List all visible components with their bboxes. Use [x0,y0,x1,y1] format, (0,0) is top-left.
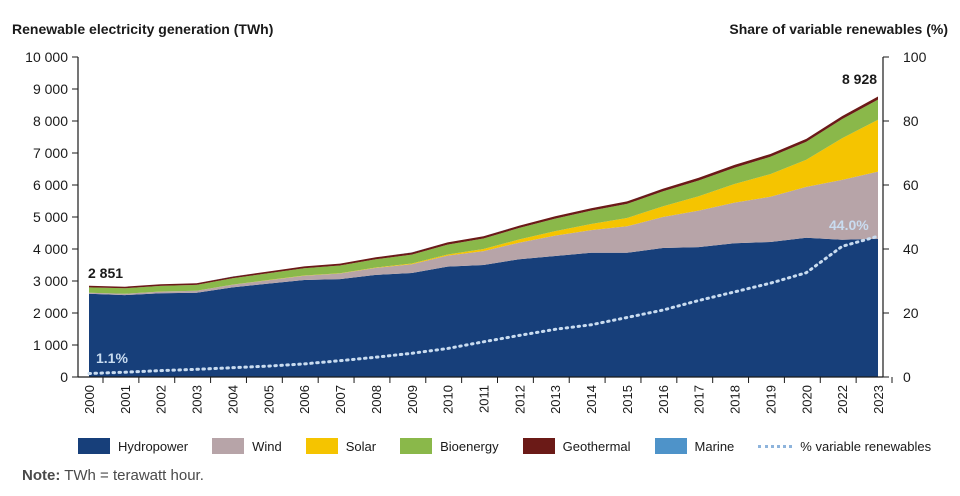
left-tick-label: 8 000 [33,113,68,129]
left-tick-label: 0 [60,369,68,385]
x-tick-label: 2007 [333,385,348,414]
left-tick-label: 4 000 [33,241,68,257]
legend-swatch-solar [305,438,338,454]
x-tick-label: 2003 [190,385,205,414]
area-hydropower [89,237,878,377]
right-tick-label: 0 [903,369,911,385]
renewable-generation-chart: 0 1 000 2 000 3 000 4 000 5 000 6 000 7 000 8 00… [25,49,927,414]
left-tick-label: 3 000 [33,273,68,289]
left-tick-label: 10 000 [25,49,68,65]
legend-item-solar: Solar [305,438,377,454]
legend-label-solar: Solar [345,438,377,454]
x-tick-label: 2020 [799,385,814,414]
x-tick-label: 2012 [512,385,527,414]
legend-swatch-hydropower [78,438,110,454]
right-tick-label: 20 [903,305,919,321]
x-tick-label: 2010 [441,385,456,414]
left-tick-label: 7 000 [33,145,68,161]
end-total-label: 8 928 [842,71,877,87]
legend-item-hydropower: Hydropower [78,438,188,454]
chart-legend: Hydropower Wind Solar Bioenergy Geotherm… [78,438,955,454]
legend-swatch-geothermal [522,438,555,454]
x-tick-label: 2014 [584,385,599,414]
start-total-label: 2 851 [88,265,123,281]
left-tick-label: 9 000 [33,81,68,97]
x-tick-label: 2000 [82,385,97,414]
legend-item-bioenergy: Bioenergy [400,438,499,454]
legend-swatch-wind [212,438,245,454]
x-tick-label: 2004 [225,385,240,414]
x-tick-label: 2023 [871,385,886,414]
start-share-label: 1.1% [96,350,128,366]
legend-label-wind: Wind [252,438,282,454]
x-tick-label: 2005 [261,385,276,414]
legend-label-share: % variable renewables [800,438,932,454]
x-tick-label: 2001 [118,385,133,414]
right-axis-title: Share of variable renewables (%) [729,21,948,37]
legend-label-geothermal: Geothermal [562,438,631,454]
legend-label-bioenergy: Bioenergy [440,438,499,454]
left-tick-label: 6 000 [33,177,68,193]
left-tick-label: 2 000 [33,305,68,321]
left-axis-title: Renewable electricity generation (TWh) [12,21,274,37]
x-tick-label: 2002 [154,385,169,414]
area-wind [89,171,878,296]
x-tick-label: 2018 [728,385,743,414]
x-tick-label: 2006 [297,385,312,414]
left-tick-label: 1 000 [33,337,68,353]
x-tick-label: 2011 [477,385,492,413]
legend-label-hydropower: Hydropower [118,438,189,454]
x-tick-label: 2019 [763,385,778,414]
end-share-label: 44.0% [829,217,869,233]
legend-item-geothermal: Geothermal [522,438,631,454]
x-tick-label: 2013 [548,385,563,414]
chart-note: Note: TWh = terawatt hour. [22,467,204,484]
x-tick-label: 2008 [369,385,384,414]
right-tick-label: 40 [903,241,919,257]
x-tick-label: 2015 [620,385,635,414]
legend-item-wind: Wind [212,438,282,454]
note-label: Note: [22,467,61,484]
legend-label-marine: Marine [694,438,735,454]
x-tick-label: 2009 [405,385,420,414]
x-tick-label: 2022 [835,385,850,414]
right-tick-label: 80 [903,113,919,129]
legend-swatch-marine [654,438,687,454]
right-tick-label: 100 [903,49,927,65]
right-tick-label: 60 [903,177,919,193]
x-tick-label: 2017 [692,385,707,414]
legend-dotted-line-icon [758,444,793,448]
share-line [87,234,880,375]
legend-item-marine: Marine [654,438,735,454]
legend-swatch-bioenergy [400,438,433,454]
left-tick-label: 5 000 [33,209,68,225]
x-tick-label: 2016 [656,385,671,414]
note-text: TWh = terawatt hour. [60,467,204,484]
legend-item-share: % variable renewables [758,439,931,454]
